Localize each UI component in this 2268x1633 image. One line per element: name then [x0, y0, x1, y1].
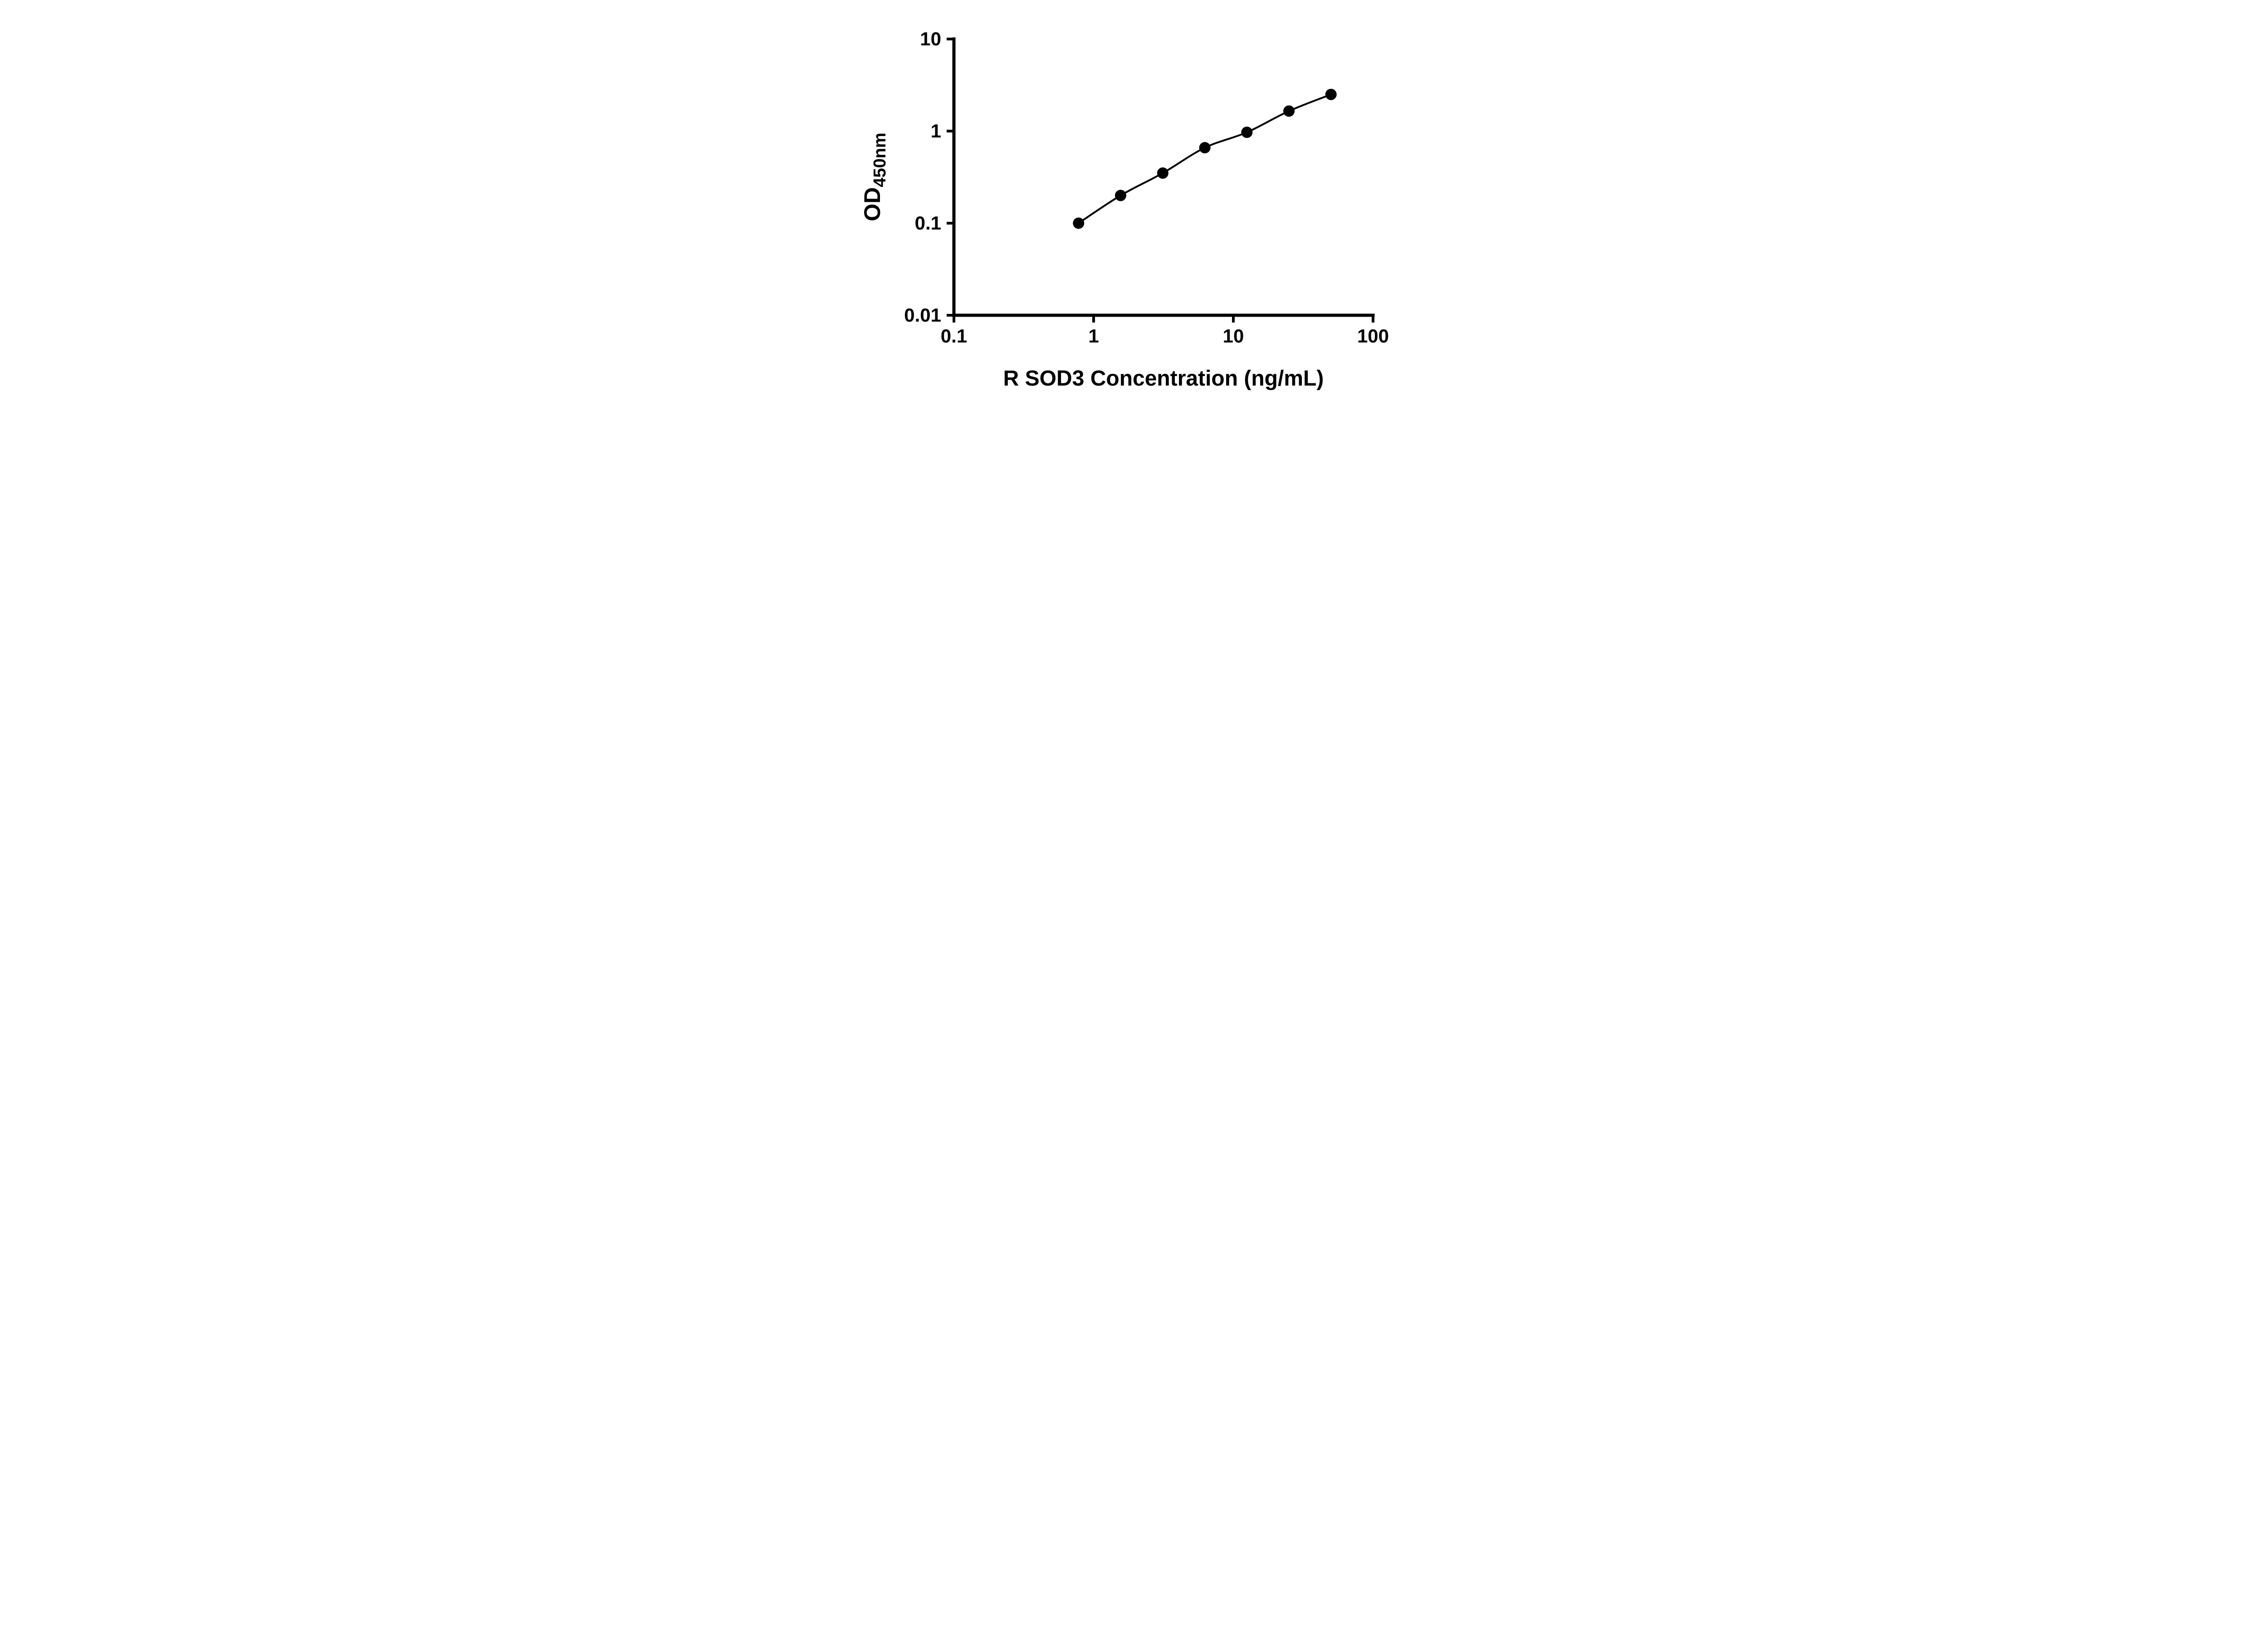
x-tick-label: 0.1: [940, 325, 967, 347]
x-axis-title: R SOD3 Concentration (ng/mL): [1003, 367, 1324, 391]
x-tick-label: 100: [1357, 325, 1388, 347]
x-tick-label: 1: [1088, 325, 1099, 347]
y-axis-title: OD450nm: [860, 132, 890, 221]
data-point-1: [1114, 190, 1126, 201]
y-tick-label: 0.1: [914, 212, 941, 234]
data-point-2: [1157, 167, 1168, 179]
chart-page: 0.1 1 10 100 0.01 0.1 1 10 R SOD3 Concentration …: [842, 0, 1426, 408]
data-point-3: [1199, 142, 1211, 154]
standard-curve-chart: 0.1 1 10 100 0.01 0.1 1 10 R SOD3 Concentration …: [842, 0, 1426, 408]
data-point-5: [1283, 105, 1295, 117]
y-tick-label: 1: [930, 120, 941, 142]
data-point-4: [1241, 127, 1252, 138]
y-tick-label: 0.01: [904, 304, 941, 326]
plot-background: [842, 0, 1426, 408]
y-tick-label: 10: [920, 28, 941, 49]
x-tick-label: 10: [1222, 325, 1244, 347]
data-point-6: [1325, 88, 1337, 100]
data-point-0: [1072, 217, 1084, 229]
